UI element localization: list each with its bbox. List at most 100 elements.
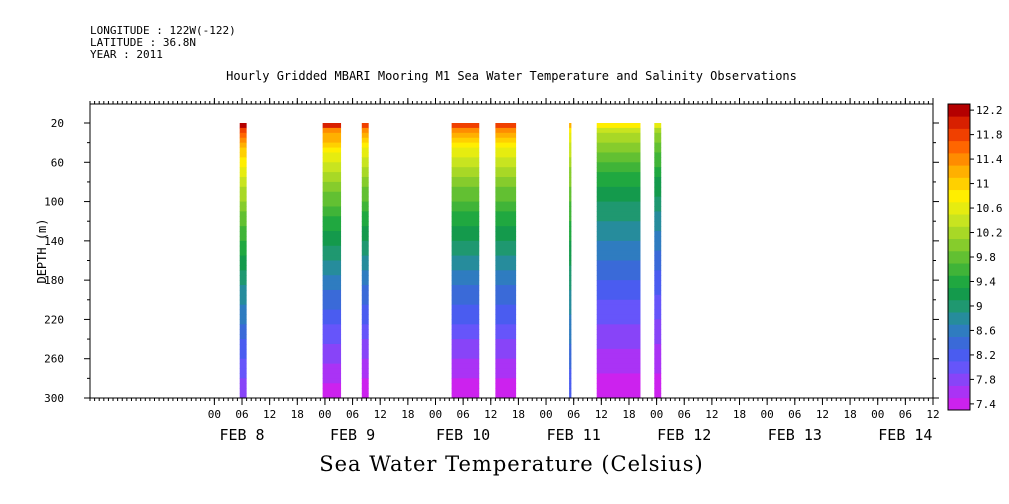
contour-band: [596, 245, 641, 252]
contour-band: [361, 280, 369, 286]
colorbar-swatch: [948, 238, 970, 252]
contour-band: [239, 270, 247, 276]
contour-band: [322, 363, 342, 370]
contour-band: [361, 285, 369, 291]
contour-band: [361, 265, 369, 271]
contour-band: [495, 324, 517, 330]
contour-band: [495, 162, 517, 168]
contour-band: [495, 329, 517, 335]
contour-band: [495, 289, 517, 296]
contour-band: [495, 368, 517, 374]
contour-band: [322, 324, 342, 330]
contour-band: [322, 221, 342, 227]
contour-band: [495, 388, 517, 394]
x-tick-label: 18: [291, 408, 304, 421]
contour-band: [596, 255, 641, 261]
contour-band: [361, 142, 369, 149]
colorbar-title: Sea Water Temperature (Celsius): [319, 452, 704, 476]
contour-band: [451, 280, 480, 286]
contour-band: [654, 393, 662, 399]
y-tick-label: 100: [44, 196, 64, 209]
contour-band: [569, 201, 572, 207]
contour-band: [239, 383, 247, 389]
contour-band: [451, 329, 480, 335]
contour-band: [239, 177, 247, 183]
contour-band: [654, 231, 662, 237]
contour-band: [451, 137, 480, 144]
contour-band: [596, 260, 641, 266]
contour-band: [322, 339, 342, 345]
contour-band: [451, 132, 480, 139]
contour-band: [596, 123, 641, 129]
contour-band: [361, 358, 369, 365]
contour-band: [451, 260, 480, 266]
contour-band: [495, 378, 517, 384]
contour-band: [451, 299, 480, 306]
colorbar-label: 10.6: [976, 202, 1003, 215]
contour-band: [322, 201, 342, 207]
colorbar-label: 10.2: [976, 227, 1003, 240]
contour-band: [451, 343, 480, 350]
contour-band: [569, 358, 572, 365]
contour-band: [654, 167, 662, 173]
contour-band: [451, 358, 480, 365]
contour-band: [322, 358, 342, 365]
contour-band: [569, 255, 572, 261]
contour-band: [495, 157, 517, 163]
contour-band: [654, 294, 662, 301]
contour-band: [495, 383, 517, 389]
colorbar-swatch: [948, 152, 970, 166]
contour-band: [451, 285, 480, 291]
contour-band: [495, 196, 517, 203]
contour-band: [654, 216, 662, 222]
contour-band: [596, 231, 641, 237]
contour-band: [451, 314, 480, 320]
contour-band: [322, 255, 342, 261]
contour-band: [451, 383, 480, 389]
contour-band: [654, 324, 662, 330]
contour-band: [596, 142, 641, 149]
contour-band: [654, 319, 662, 325]
contour-band: [654, 314, 662, 320]
latitude-label: LATITUDE : 36.8N: [90, 36, 196, 49]
contour-band: [451, 216, 480, 222]
contour-band: [596, 216, 641, 222]
contour-band: [569, 206, 572, 212]
contour-band: [596, 339, 641, 345]
colorbar-label: 9.8: [976, 251, 996, 264]
longitude-label: LONGITUDE : 122W(-122): [90, 24, 236, 37]
contour-band: [322, 314, 342, 320]
contour-band: [596, 196, 641, 203]
data-segment-7: [654, 123, 662, 399]
contour-band: [239, 299, 247, 306]
contour-band: [569, 368, 572, 374]
contour-band: [495, 270, 517, 276]
contour-band: [596, 378, 641, 384]
contour-band: [569, 127, 572, 134]
contour-band: [361, 216, 369, 222]
contour-band: [451, 221, 480, 227]
contour-band: [569, 181, 572, 188]
contour-band: [322, 289, 342, 296]
contour-band: [654, 186, 662, 193]
y-tick-label: 260: [44, 353, 64, 366]
contour-band: [654, 250, 662, 257]
contour-band: [451, 348, 480, 355]
contour-band: [451, 393, 480, 399]
contour-band: [569, 162, 572, 168]
contour-band: [654, 235, 662, 242]
contour-band: [654, 388, 662, 394]
y-tick-label: 60: [51, 156, 64, 169]
contour-band: [361, 255, 369, 261]
contour-band: [596, 373, 641, 379]
contour-band: [239, 393, 247, 399]
y-tick-label: 300: [44, 392, 64, 405]
contour-band: [495, 123, 517, 129]
data-segment-5: [569, 123, 572, 399]
colorbar-label: 9.4: [976, 275, 996, 288]
contour-band: [322, 265, 342, 271]
contour-band: [451, 363, 480, 370]
contour-band: [569, 294, 572, 301]
plot-frame: [89, 103, 934, 399]
contour-band: [654, 270, 662, 276]
